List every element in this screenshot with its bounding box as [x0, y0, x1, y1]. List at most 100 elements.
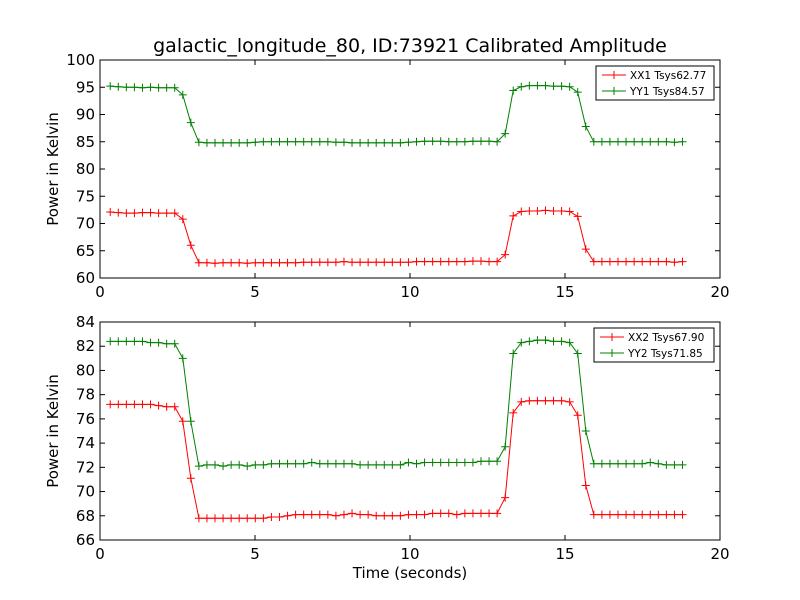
y-tick-label: 75 — [76, 187, 95, 205]
data-point — [468, 137, 477, 146]
data-point — [307, 510, 316, 519]
data-point — [130, 337, 139, 346]
data-point — [364, 258, 373, 267]
data-point — [194, 462, 203, 471]
data-point — [549, 82, 558, 91]
data-point — [194, 258, 203, 267]
data-point — [122, 209, 131, 218]
y-tick-label: 95 — [76, 78, 95, 96]
data-point — [493, 457, 502, 466]
data-point — [654, 257, 663, 266]
y-tick-label: 80 — [76, 361, 95, 379]
data-point — [227, 258, 236, 267]
data-point — [396, 460, 405, 469]
data-point — [404, 458, 413, 467]
data-point — [364, 460, 373, 469]
y-tick-label: 80 — [76, 160, 95, 178]
data-point — [549, 337, 558, 346]
data-point — [267, 459, 276, 468]
data-point — [541, 206, 550, 215]
data-point — [565, 82, 574, 91]
data-point — [460, 137, 469, 146]
data-point — [614, 137, 623, 146]
data-point — [114, 337, 123, 346]
data-point — [525, 81, 534, 90]
data-point — [420, 137, 429, 146]
data-point — [186, 474, 195, 483]
data-point — [291, 510, 300, 519]
data-point — [154, 401, 163, 410]
y-tick-label: 72 — [76, 458, 95, 476]
data-point — [227, 138, 236, 147]
data-point — [565, 397, 574, 406]
data-point — [339, 510, 348, 519]
data-point — [412, 459, 421, 468]
data-point — [525, 396, 534, 405]
legend-box — [593, 327, 715, 363]
data-point — [154, 338, 163, 347]
data-point — [493, 137, 502, 146]
data-point — [372, 138, 381, 147]
data-point — [186, 118, 195, 127]
data-point — [178, 90, 187, 99]
data-point — [243, 259, 252, 268]
data-point — [476, 137, 485, 146]
data-point — [339, 459, 348, 468]
data-point — [339, 138, 348, 147]
legend-label: YY1 Tsys84.57 — [629, 86, 705, 98]
data-point — [259, 514, 268, 523]
x-tick-label: 20 — [710, 545, 729, 563]
x-tick-label: 15 — [555, 545, 574, 563]
y-tick-label: 66 — [76, 531, 95, 549]
data-point — [573, 88, 582, 97]
data-point — [557, 82, 566, 91]
data-point — [138, 337, 147, 346]
data-point — [670, 510, 679, 519]
data-point — [202, 138, 211, 147]
data-point — [146, 400, 155, 409]
data-point — [211, 259, 220, 268]
data-point — [291, 258, 300, 267]
data-point — [549, 396, 558, 405]
data-point — [517, 397, 526, 406]
y-tick-label: 85 — [76, 133, 95, 151]
data-point — [533, 336, 542, 345]
data-point — [622, 137, 631, 146]
data-point — [372, 258, 381, 267]
data-point — [630, 137, 639, 146]
legend-marker — [608, 349, 616, 357]
data-point — [299, 510, 308, 519]
data-point — [130, 209, 139, 218]
data-point — [493, 257, 502, 266]
chart-panel-1: 0 5 10 15 20 60 65 70 75 80 85 90 95 100 Power in Kelv… — [44, 51, 730, 301]
data-point — [235, 138, 244, 147]
data-point — [436, 137, 445, 146]
data-point — [186, 417, 195, 426]
data-point — [323, 510, 332, 519]
data-point — [501, 250, 510, 259]
data-point — [460, 509, 469, 518]
data-point — [630, 510, 639, 519]
y-tick-label: 68 — [76, 507, 95, 525]
data-point — [380, 460, 389, 469]
data-point — [581, 122, 590, 131]
chart-panel-2: 0 5 10 15 20 66 68 70 72 74 76 78 80 82 84 Power in Kel… — [44, 313, 730, 582]
data-point — [589, 510, 598, 519]
data-point — [589, 137, 598, 146]
data-point — [436, 257, 445, 266]
data-point — [509, 349, 518, 358]
data-point — [396, 138, 405, 147]
data-point — [323, 258, 332, 267]
data-point — [646, 510, 655, 519]
data-point — [517, 207, 526, 216]
legend-label: XX1 Tsys62.77 — [630, 70, 706, 82]
data-point — [211, 460, 220, 469]
data-point — [162, 402, 171, 411]
data-point — [396, 511, 405, 520]
legend: XX1 Tsys62.77 YY1 Tsys84.57 — [595, 65, 715, 101]
data-point — [638, 137, 647, 146]
data-point — [654, 459, 663, 468]
data-point — [138, 83, 147, 92]
data-point — [662, 460, 671, 469]
data-point — [122, 337, 131, 346]
